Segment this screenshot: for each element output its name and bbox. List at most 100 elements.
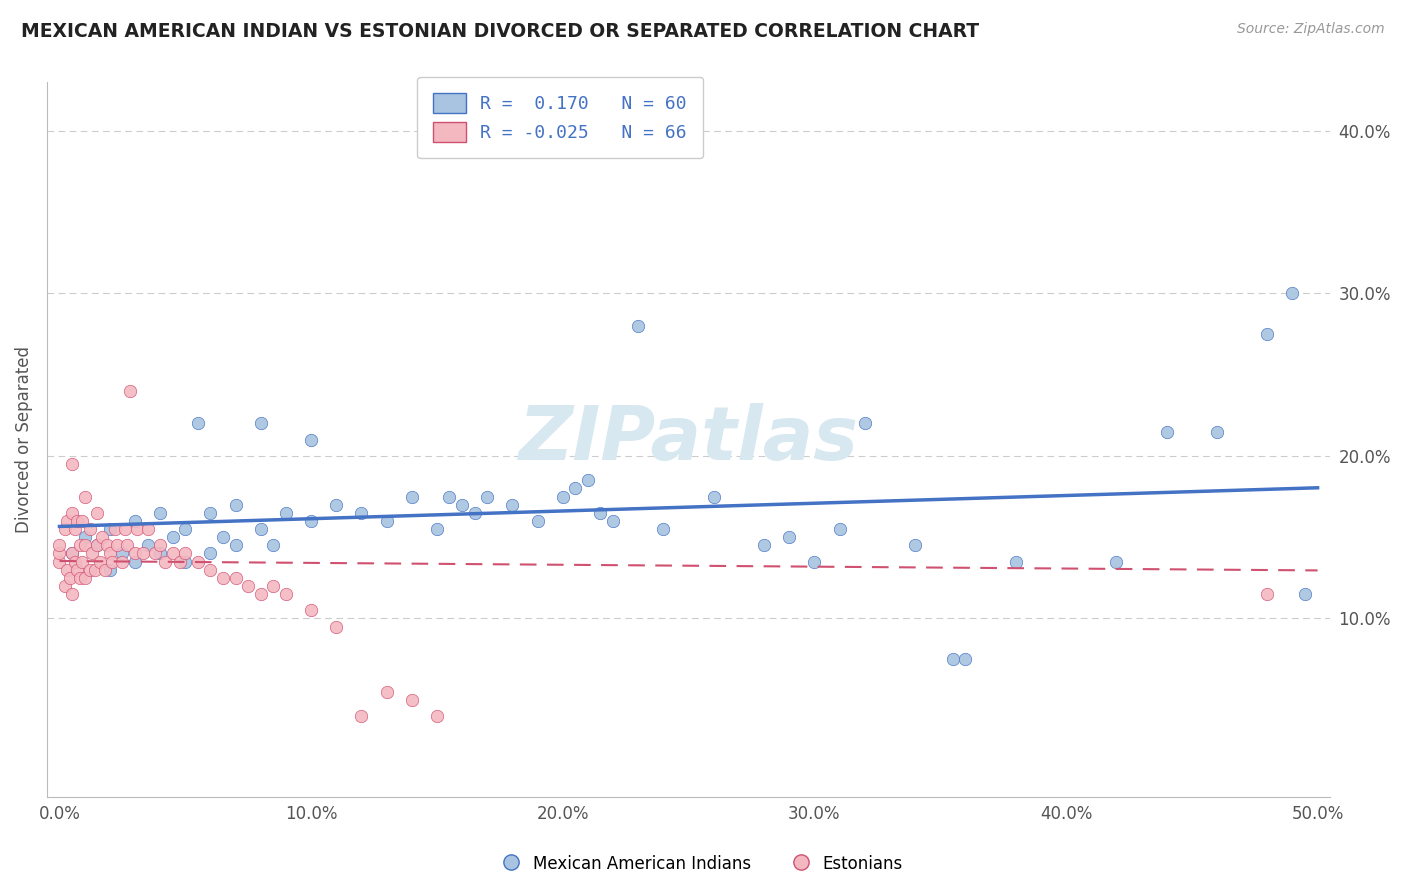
Point: [111, 555, 134, 569]
Point: [124, 546, 146, 560]
Point: [401, 692, 423, 706]
Point: [325, 619, 347, 633]
Point: [225, 571, 247, 585]
Point: [70, 514, 93, 528]
Point: [942, 652, 965, 666]
Point: [53, 522, 76, 536]
Point: [127, 522, 149, 536]
Point: [83, 563, 105, 577]
Point: [375, 684, 398, 698]
Point: [149, 546, 172, 560]
Point: [803, 555, 825, 569]
Point: [63, 522, 86, 536]
Point: [1156, 425, 1178, 439]
Point: [212, 571, 235, 585]
Point: [66, 563, 89, 577]
Point: [117, 538, 139, 552]
Point: [1256, 326, 1278, 341]
Point: [104, 522, 127, 536]
Point: [94, 563, 117, 577]
Point: [200, 506, 222, 520]
Point: [652, 522, 675, 536]
Point: [70, 555, 93, 569]
Point: [162, 546, 184, 560]
Point: [174, 522, 197, 536]
Point: [136, 522, 159, 536]
Point: [501, 498, 523, 512]
Point: [60, 587, 83, 601]
Point: [86, 538, 108, 552]
Point: [477, 490, 499, 504]
Point: [249, 587, 271, 601]
Point: [105, 538, 128, 552]
Point: [350, 709, 373, 723]
Text: Source: ZipAtlas.com: Source: ZipAtlas.com: [1237, 22, 1385, 37]
Point: [136, 538, 159, 552]
Legend: Mexican American Indians, Estonians: Mexican American Indians, Estonians: [496, 848, 910, 880]
Point: [551, 490, 574, 504]
Point: [162, 530, 184, 544]
Point: [56, 563, 79, 577]
Point: [73, 530, 96, 544]
Point: [86, 538, 108, 552]
Point: [79, 522, 101, 536]
Point: [149, 538, 172, 552]
Point: [91, 530, 114, 544]
Point: [58, 571, 80, 585]
Point: [274, 587, 297, 601]
Point: [174, 555, 197, 569]
Point: [60, 457, 83, 471]
Point: [60, 546, 83, 560]
Point: [350, 506, 373, 520]
Point: [262, 579, 284, 593]
Point: [778, 530, 800, 544]
Point: [589, 506, 612, 520]
Point: [124, 514, 146, 528]
Point: [1256, 587, 1278, 601]
Point: [1281, 286, 1303, 301]
Point: [73, 490, 96, 504]
Point: [299, 433, 322, 447]
Text: MEXICAN AMERICAN INDIAN VS ESTONIAN DIVORCED OR SEPARATED CORRELATION CHART: MEXICAN AMERICAN INDIAN VS ESTONIAN DIVO…: [21, 22, 979, 41]
Point: [96, 538, 118, 552]
Point: [143, 546, 166, 560]
Point: [53, 579, 76, 593]
Point: [149, 506, 172, 520]
Point: [66, 514, 89, 528]
Point: [187, 417, 209, 431]
Point: [98, 546, 121, 560]
Point: [1206, 425, 1229, 439]
Point: [114, 522, 136, 536]
Point: [118, 384, 141, 398]
Point: [48, 555, 70, 569]
Point: [249, 522, 271, 536]
Point: [124, 555, 146, 569]
Point: [375, 514, 398, 528]
Point: [1294, 587, 1316, 601]
Point: [299, 603, 322, 617]
Point: [73, 571, 96, 585]
Y-axis label: Divorced or Separated: Divorced or Separated: [15, 346, 32, 533]
Point: [904, 538, 927, 552]
Point: [703, 490, 725, 504]
Point: [439, 490, 461, 504]
Point: [56, 514, 79, 528]
Point: [955, 652, 977, 666]
Text: ZIPatlas: ZIPatlas: [519, 403, 859, 476]
Point: [174, 546, 197, 560]
Point: [98, 563, 121, 577]
Point: [48, 538, 70, 552]
Point: [69, 538, 91, 552]
Point: [225, 498, 247, 512]
Point: [238, 579, 260, 593]
Point: [73, 538, 96, 552]
Point: [153, 555, 176, 569]
Point: [82, 546, 104, 560]
Point: [451, 498, 474, 512]
Point: [752, 538, 775, 552]
Point: [274, 506, 297, 520]
Point: [79, 563, 101, 577]
Point: [200, 546, 222, 560]
Point: [89, 555, 111, 569]
Point: [48, 546, 70, 560]
